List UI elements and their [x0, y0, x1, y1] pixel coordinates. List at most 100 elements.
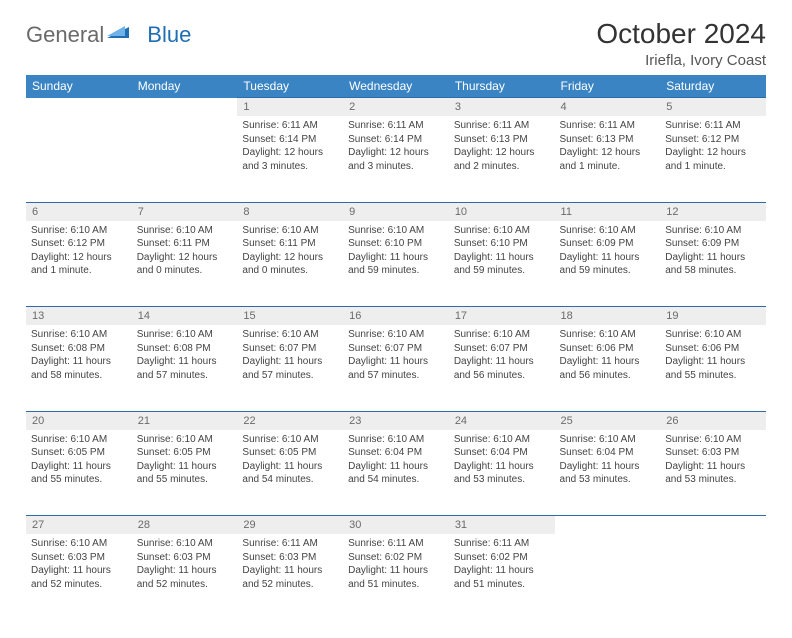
day-number: 26 — [660, 411, 766, 430]
weekday-header-row: Sunday Monday Tuesday Wednesday Thursday… — [26, 75, 766, 98]
day-cell: Sunrise: 6:10 AMSunset: 6:10 PMDaylight:… — [343, 221, 449, 307]
weekday-header: Friday — [555, 75, 661, 98]
sunrise-text: Sunrise: 6:10 AM — [348, 433, 444, 447]
daylight-text: Daylight: 11 hours and 57 minutes. — [137, 355, 233, 382]
sunrise-text: Sunrise: 6:10 AM — [137, 328, 233, 342]
day-number: 4 — [555, 98, 661, 117]
daylight-text: Daylight: 11 hours and 58 minutes. — [31, 355, 127, 382]
day-number: 24 — [449, 411, 555, 430]
day-number: 19 — [660, 307, 766, 326]
day-cell: Sunrise: 6:10 AMSunset: 6:06 PMDaylight:… — [660, 325, 766, 411]
day-cell: Sunrise: 6:10 AMSunset: 6:12 PMDaylight:… — [26, 221, 132, 307]
sunset-text: Sunset: 6:08 PM — [31, 342, 127, 356]
daylight-text: Daylight: 11 hours and 55 minutes. — [31, 460, 127, 487]
sunset-text: Sunset: 6:04 PM — [560, 446, 656, 460]
daylight-text: Daylight: 11 hours and 57 minutes. — [348, 355, 444, 382]
sunrise-text: Sunrise: 6:10 AM — [242, 224, 338, 238]
sunrise-text: Sunrise: 6:10 AM — [31, 433, 127, 447]
daylight-text: Daylight: 11 hours and 56 minutes. — [560, 355, 656, 382]
sunrise-text: Sunrise: 6:10 AM — [31, 537, 127, 551]
daylight-text: Daylight: 11 hours and 53 minutes. — [454, 460, 550, 487]
sunrise-text: Sunrise: 6:10 AM — [242, 433, 338, 447]
sunrise-text: Sunrise: 6:10 AM — [665, 328, 761, 342]
sunset-text: Sunset: 6:05 PM — [137, 446, 233, 460]
day-number: 22 — [237, 411, 343, 430]
daylight-text: Daylight: 12 hours and 1 minute. — [665, 146, 761, 173]
week-row: Sunrise: 6:10 AMSunset: 6:12 PMDaylight:… — [26, 221, 766, 307]
day-cell: Sunrise: 6:10 AMSunset: 6:03 PMDaylight:… — [26, 534, 132, 620]
day-number-row: 2728293031 — [26, 516, 766, 535]
daylight-text: Daylight: 11 hours and 59 minutes. — [454, 251, 550, 278]
sunrise-text: Sunrise: 6:11 AM — [348, 119, 444, 133]
sunrise-text: Sunrise: 6:10 AM — [31, 328, 127, 342]
day-number — [132, 98, 238, 117]
day-number-row: 20212223242526 — [26, 411, 766, 430]
sunset-text: Sunset: 6:07 PM — [242, 342, 338, 356]
sunrise-text: Sunrise: 6:10 AM — [560, 224, 656, 238]
sunset-text: Sunset: 6:13 PM — [454, 133, 550, 147]
day-number: 28 — [132, 516, 238, 535]
sunrise-text: Sunrise: 6:10 AM — [242, 328, 338, 342]
day-number — [555, 516, 661, 535]
sunset-text: Sunset: 6:13 PM — [560, 133, 656, 147]
day-number — [660, 516, 766, 535]
page-subtitle: Iriefla, Ivory Coast — [596, 52, 766, 69]
day-number: 9 — [343, 202, 449, 221]
sunset-text: Sunset: 6:03 PM — [137, 551, 233, 565]
sunrise-text: Sunrise: 6:10 AM — [137, 537, 233, 551]
weekday-header: Wednesday — [343, 75, 449, 98]
day-cell: Sunrise: 6:10 AMSunset: 6:03 PMDaylight:… — [660, 430, 766, 516]
sunrise-text: Sunrise: 6:10 AM — [560, 433, 656, 447]
day-cell — [26, 116, 132, 202]
day-number: 10 — [449, 202, 555, 221]
week-row: Sunrise: 6:11 AMSunset: 6:14 PMDaylight:… — [26, 116, 766, 202]
daylight-text: Daylight: 11 hours and 58 minutes. — [665, 251, 761, 278]
sunset-text: Sunset: 6:11 PM — [242, 237, 338, 251]
sunset-text: Sunset: 6:07 PM — [348, 342, 444, 356]
daylight-text: Daylight: 11 hours and 51 minutes. — [454, 564, 550, 591]
weekday-header: Thursday — [449, 75, 555, 98]
daylight-text: Daylight: 12 hours and 2 minutes. — [454, 146, 550, 173]
sunrise-text: Sunrise: 6:10 AM — [137, 433, 233, 447]
sunset-text: Sunset: 6:03 PM — [242, 551, 338, 565]
sunrise-text: Sunrise: 6:10 AM — [348, 328, 444, 342]
sunset-text: Sunset: 6:02 PM — [454, 551, 550, 565]
sunset-text: Sunset: 6:04 PM — [454, 446, 550, 460]
daylight-text: Daylight: 11 hours and 51 minutes. — [348, 564, 444, 591]
sunset-text: Sunset: 6:12 PM — [31, 237, 127, 251]
day-cell: Sunrise: 6:10 AMSunset: 6:05 PMDaylight:… — [237, 430, 343, 516]
sunset-text: Sunset: 6:09 PM — [560, 237, 656, 251]
day-number: 31 — [449, 516, 555, 535]
daylight-text: Daylight: 12 hours and 1 minute. — [560, 146, 656, 173]
sunrise-text: Sunrise: 6:11 AM — [242, 537, 338, 551]
day-number: 21 — [132, 411, 238, 430]
day-cell: Sunrise: 6:10 AMSunset: 6:10 PMDaylight:… — [449, 221, 555, 307]
day-number: 23 — [343, 411, 449, 430]
day-number: 15 — [237, 307, 343, 326]
day-number — [26, 98, 132, 117]
week-row: Sunrise: 6:10 AMSunset: 6:08 PMDaylight:… — [26, 325, 766, 411]
day-cell — [555, 534, 661, 620]
day-number: 8 — [237, 202, 343, 221]
daylight-text: Daylight: 11 hours and 52 minutes. — [31, 564, 127, 591]
sunrise-text: Sunrise: 6:10 AM — [31, 224, 127, 238]
sunrise-text: Sunrise: 6:11 AM — [560, 119, 656, 133]
day-number: 25 — [555, 411, 661, 430]
sunset-text: Sunset: 6:08 PM — [137, 342, 233, 356]
sunset-text: Sunset: 6:05 PM — [242, 446, 338, 460]
weekday-header: Saturday — [660, 75, 766, 98]
day-number: 2 — [343, 98, 449, 117]
day-number-row: 6789101112 — [26, 202, 766, 221]
sunset-text: Sunset: 6:14 PM — [348, 133, 444, 147]
day-cell: Sunrise: 6:10 AMSunset: 6:09 PMDaylight:… — [555, 221, 661, 307]
day-number: 17 — [449, 307, 555, 326]
daylight-text: Daylight: 11 hours and 54 minutes. — [242, 460, 338, 487]
daylight-text: Daylight: 11 hours and 55 minutes. — [665, 355, 761, 382]
day-cell: Sunrise: 6:10 AMSunset: 6:11 PMDaylight:… — [237, 221, 343, 307]
sunrise-text: Sunrise: 6:10 AM — [560, 328, 656, 342]
sunset-text: Sunset: 6:10 PM — [348, 237, 444, 251]
daylight-text: Daylight: 12 hours and 1 minute. — [31, 251, 127, 278]
daylight-text: Daylight: 11 hours and 59 minutes. — [348, 251, 444, 278]
sunrise-text: Sunrise: 6:11 AM — [454, 119, 550, 133]
calendar-table: Sunday Monday Tuesday Wednesday Thursday… — [26, 75, 766, 620]
